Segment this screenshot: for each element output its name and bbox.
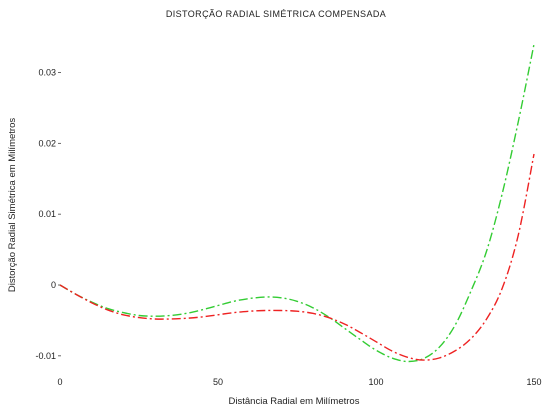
x-tick-label: 0 bbox=[57, 377, 62, 387]
y-tick-label: 0.03 bbox=[38, 68, 56, 78]
x-axis-title: Distância Radial em Milímetros bbox=[229, 396, 360, 407]
series-line-2 bbox=[59, 153, 535, 361]
x-tick-label: 100 bbox=[368, 377, 383, 387]
chart-title: DISTORÇÃO RADIAL SIMÉTRICA COMPENSADA bbox=[166, 9, 386, 19]
x-tick-label: 150 bbox=[526, 377, 541, 387]
y-tick-label: 0 bbox=[51, 280, 56, 290]
y-tick-label: 0.01 bbox=[38, 209, 56, 219]
y-axis-title: Distorção Radial Simétrica em Milímetros bbox=[7, 118, 18, 292]
y-axis-ticks: -0.01 0 0.01 0.02 0.03 bbox=[35, 68, 61, 361]
y-tick-label: -0.01 bbox=[35, 351, 56, 361]
x-tick-label: 50 bbox=[213, 377, 223, 387]
series-line-1 bbox=[59, 44, 535, 363]
y-tick-label: 0.02 bbox=[38, 138, 56, 148]
x-axis-ticks: 0 50 100 150 bbox=[57, 377, 541, 387]
plot-series bbox=[59, 44, 535, 363]
